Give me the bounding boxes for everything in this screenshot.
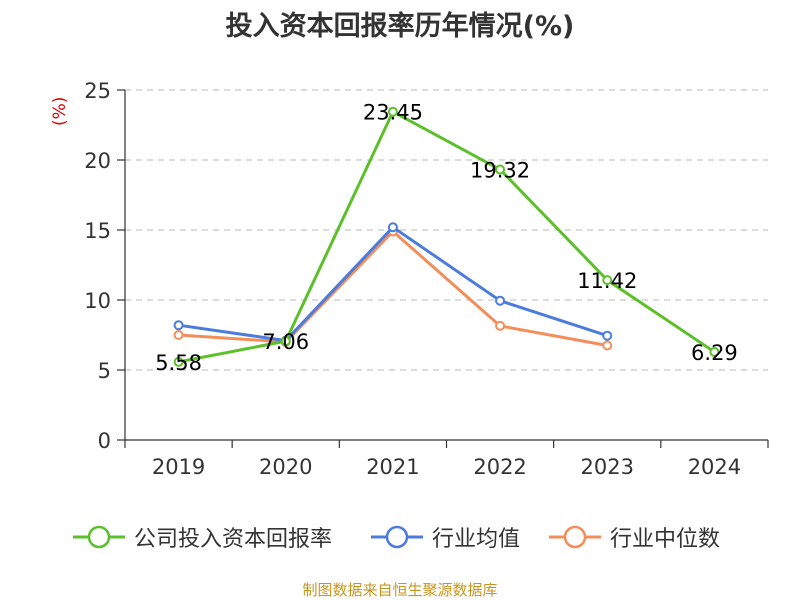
- series-line-0: [178, 110, 716, 364]
- x-tick-label: 2021: [366, 455, 419, 479]
- axes: 0 5 10 15 20 25 2019 2020 2021 2022 2023 2024: [84, 79, 769, 479]
- data-labels: 5.58 7.06 23.45 19.32 11.42 6.29: [155, 101, 738, 375]
- series-line-1: [178, 225, 608, 343]
- data-point: [495, 164, 506, 175]
- data-point: [173, 330, 184, 340]
- data-point: [602, 340, 613, 351]
- legend-swatch-icon: [549, 525, 601, 549]
- data-label: 23.45: [363, 101, 423, 125]
- data-point: [173, 320, 184, 331]
- data-label: 11.42: [577, 269, 637, 293]
- y-tick-label: 0: [98, 429, 111, 453]
- series-line-2: [178, 229, 608, 347]
- grid-lines: [125, 89, 768, 371]
- data-label: 19.32: [470, 159, 530, 183]
- x-tick-label: 2024: [688, 455, 741, 479]
- legend-item[interactable]: 行业均值: [370, 520, 520, 554]
- y-tick-label: 5: [98, 359, 111, 383]
- source-footer: 制图数据来自恒生聚源数据库: [302, 581, 498, 599]
- y-tick-label: 25: [84, 79, 111, 103]
- x-tick-label: 2020: [259, 455, 312, 479]
- data-point: [387, 222, 398, 233]
- y-tick-label: 15: [84, 219, 111, 243]
- data-point: [602, 275, 613, 286]
- data-point: [495, 320, 506, 331]
- data-point: [173, 356, 184, 367]
- chart-title: 投入资本回报率历年情况(%): [225, 11, 575, 42]
- legend-item[interactable]: 行业中位数: [548, 520, 720, 554]
- data-label: 6.29: [691, 341, 738, 365]
- legend-label: 公司投入资本回报率: [134, 527, 333, 552]
- legend: 公司投入资本回报率 行业均值 行业中位数: [0, 520, 800, 554]
- y-tick-label: 10: [84, 289, 111, 313]
- x-tick-label: 2023: [581, 455, 634, 479]
- legend-label: 行业中位数: [610, 527, 721, 552]
- y-tick-label: 20: [84, 149, 111, 173]
- data-point: [709, 346, 720, 357]
- data-point: [387, 106, 398, 117]
- data-point: [280, 336, 291, 347]
- legend-swatch-icon: [371, 525, 423, 549]
- x-tick-label: 2022: [473, 455, 526, 479]
- legend-item[interactable]: 公司投入资本回报率: [72, 520, 332, 554]
- x-tick-label: 2019: [152, 455, 205, 479]
- legend-label: 行业均值: [432, 527, 521, 552]
- data-point: [602, 330, 613, 341]
- legend-swatch-icon: [73, 525, 125, 549]
- data-label: 7.06: [262, 330, 309, 354]
- data-label: 5.58: [155, 351, 202, 375]
- data-point: [495, 295, 506, 306]
- series-lines: [173, 106, 720, 367]
